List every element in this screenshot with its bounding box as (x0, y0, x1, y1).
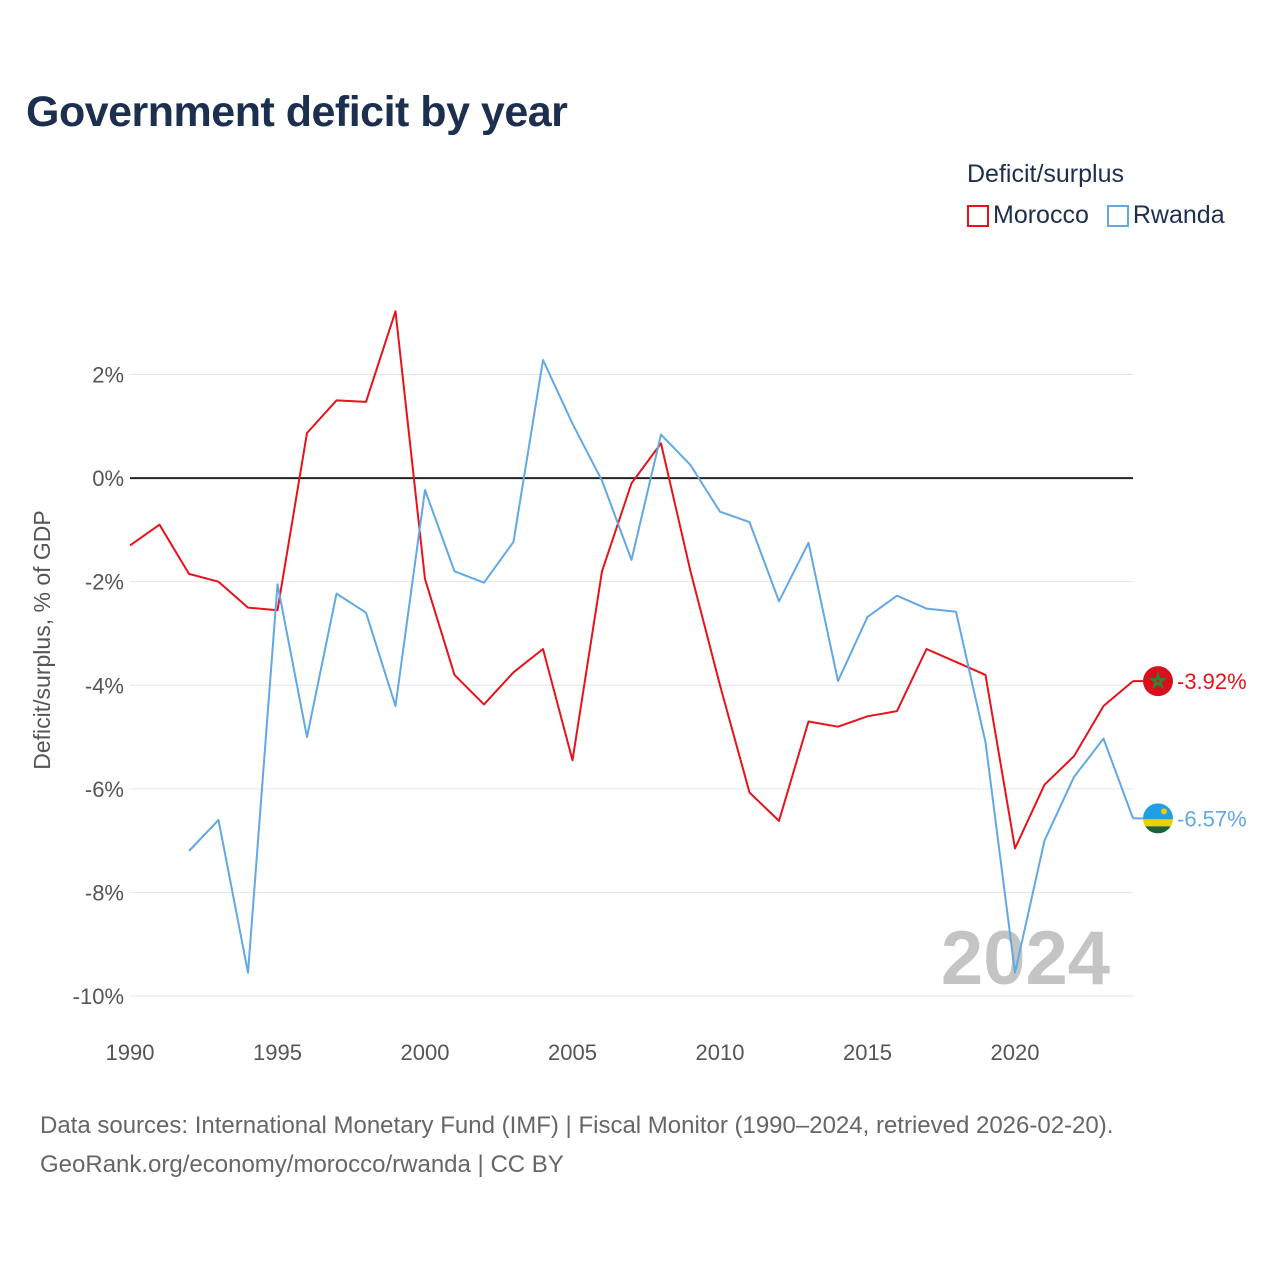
x-tick-label: 2020 (991, 1040, 1040, 1065)
y-tick-label: -2% (85, 570, 124, 595)
end-value-label-rwanda: -6.57% (1177, 806, 1247, 831)
x-tick-label: 2010 (696, 1040, 745, 1065)
page-title: Government deficit by year (26, 88, 568, 136)
legend-item-rwanda[interactable]: Rwanda (1106, 201, 1225, 230)
legend: Deficit/surplus Morocco Rwanda (967, 160, 1225, 230)
flag-rwanda-icon (1143, 803, 1173, 834)
legend-swatch-rwanda (1106, 204, 1129, 227)
legend-swatch-morocco (967, 204, 989, 227)
y-tick-label: 2% (92, 363, 124, 388)
y-tick-label: -8% (85, 880, 124, 905)
legend-item-morocco[interactable]: Morocco (967, 201, 1089, 230)
series-line-rwanda (188, 359, 1134, 974)
data-source-note: Data sources: International Monetary Fun… (40, 1112, 1114, 1139)
x-tick-label: 1995 (253, 1040, 302, 1065)
flag-morocco-icon (1143, 666, 1173, 697)
y-tick-label: 0% (92, 466, 124, 491)
x-tick-label: 1990 (106, 1040, 155, 1065)
x-tick-label: 2015 (843, 1040, 892, 1065)
y-tick-label: -10% (73, 984, 124, 1009)
legend-title: Deficit/surplus (967, 160, 1124, 188)
y-axis-title: Deficit/surplus, % of GDP (29, 510, 55, 769)
y-tick-label: -6% (85, 777, 124, 802)
legend-label-morocco: Morocco (993, 201, 1089, 229)
series-line-morocco (129, 310, 1134, 850)
end-value-label-morocco: -3.92% (1177, 669, 1247, 694)
x-tick-label: 2005 (548, 1040, 597, 1065)
y-tick-label: -4% (85, 673, 124, 698)
legend-label-rwanda: Rwanda (1132, 201, 1225, 229)
footer: Data sources: International Monetary Fun… (40, 1106, 1113, 1184)
attribution-note: GeoRank.org/economy/morocco/rwanda | CC … (40, 1151, 564, 1178)
x-tick-label: 2000 (401, 1040, 450, 1065)
